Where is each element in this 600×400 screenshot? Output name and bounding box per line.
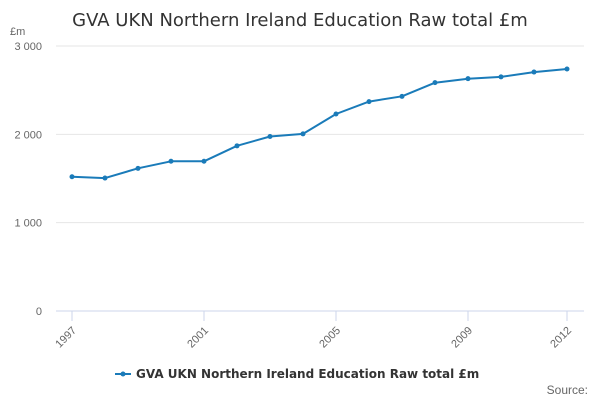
series-group: [69, 66, 570, 181]
data-point[interactable]: [69, 174, 75, 180]
data-point[interactable]: [300, 131, 306, 137]
data-point[interactable]: [135, 165, 141, 171]
data-point[interactable]: [564, 66, 570, 72]
y-tick-label: 3 000: [14, 41, 42, 53]
data-point[interactable]: [333, 111, 339, 117]
x-tick-label: 2001: [185, 325, 211, 351]
x-tick-label: 2005: [317, 325, 343, 351]
data-point[interactable]: [399, 93, 405, 99]
grid: [56, 45, 584, 224]
data-point[interactable]: [498, 74, 504, 80]
data-point[interactable]: [234, 143, 240, 149]
x-tick-label: 2009: [449, 325, 475, 351]
data-point[interactable]: [432, 80, 438, 86]
source-label[interactable]: Source:: [547, 383, 588, 397]
legend[interactable]: GVA UKN Northern Ireland Education Raw t…: [115, 367, 479, 381]
data-point[interactable]: [366, 99, 372, 105]
data-point[interactable]: [168, 158, 174, 164]
series-line[interactable]: [71, 68, 568, 180]
x-axis-ticks: 1997 2001 2005 2009 2012: [53, 311, 574, 350]
y-unit-label: £m: [10, 26, 25, 38]
data-point[interactable]: [201, 158, 207, 164]
y-tick-label: 1 000: [14, 218, 42, 230]
data-point[interactable]: [102, 175, 108, 181]
y-tick-label: 2 000: [14, 129, 42, 141]
x-tick-label: 1997: [53, 325, 79, 351]
data-point[interactable]: [531, 69, 537, 75]
chart-title: GVA UKN Northern Ireland Education Raw t…: [72, 10, 528, 31]
data-point[interactable]: [465, 76, 471, 82]
y-tick-label: 0: [36, 306, 42, 318]
data-point[interactable]: [267, 134, 273, 140]
y-axis-ticks: 0 1 000 2 000 3 000: [14, 41, 42, 318]
x-tick-label: 2012: [548, 325, 574, 351]
legend-label: GVA UKN Northern Ireland Education Raw t…: [136, 367, 479, 381]
legend-marker-symbol: [120, 371, 126, 377]
